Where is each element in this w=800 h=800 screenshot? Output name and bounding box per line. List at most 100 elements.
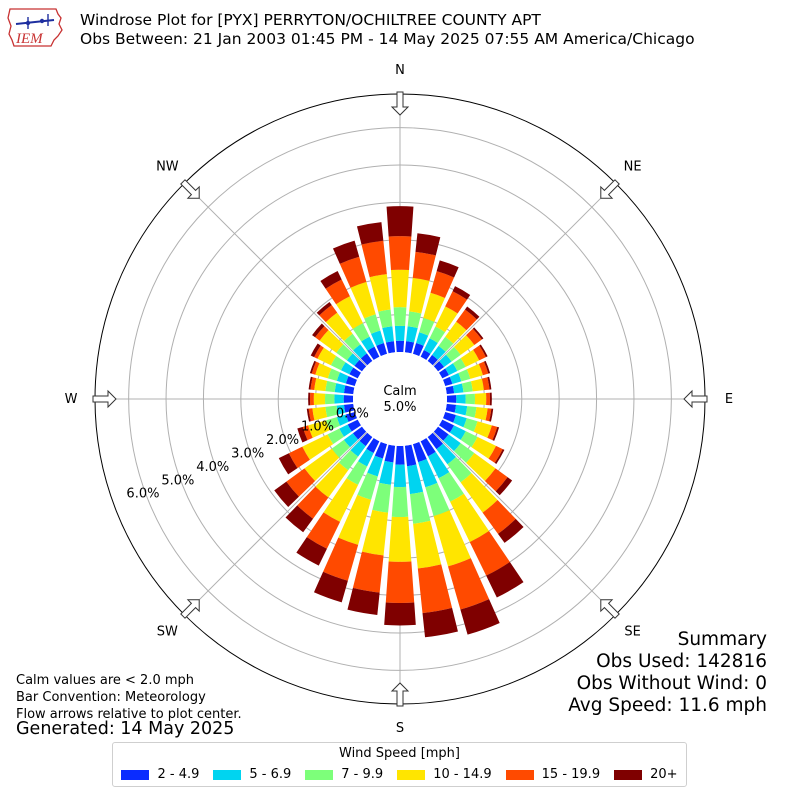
bar-segment: [445, 363, 458, 376]
direction-bar-stack: [278, 419, 362, 475]
bar-segment: [350, 281, 376, 319]
bar-segment: [433, 361, 445, 372]
bar-segment: [286, 468, 316, 497]
bar-segment: [388, 236, 412, 271]
direction-bar-stack: [320, 271, 380, 361]
bar-segment: [474, 392, 487, 406]
bar-segment: [453, 415, 467, 428]
bar-segment: [336, 404, 346, 415]
bar-segment: [495, 477, 513, 496]
bar-segment: [435, 306, 458, 333]
bar-segment: [483, 360, 491, 374]
iem-logo: IEM: [7, 8, 63, 47]
bar-segment: [338, 494, 372, 545]
bar-segment: [336, 344, 353, 361]
direction-bar-stack: [404, 233, 441, 354]
bar-segment: [482, 500, 516, 534]
bar-segment: [438, 419, 455, 433]
bar-segment: [454, 404, 468, 416]
bar-segment: [460, 599, 500, 635]
bar-segment: [345, 376, 358, 387]
bar-segment: [325, 279, 350, 305]
bar-segment: [323, 537, 359, 581]
bar-segment: [336, 372, 349, 384]
bar-segment: [367, 346, 380, 361]
flow-arrow-icon: [180, 179, 200, 199]
legend-item: 5 - 6.9: [213, 767, 291, 782]
bar-segment: [393, 464, 407, 488]
bar-segment: [460, 431, 478, 448]
bar-segment: [382, 326, 394, 343]
bar-segment: [442, 411, 456, 423]
bar-segment: [319, 305, 338, 323]
grid-spoke: [183, 431, 368, 616]
bar-segment: [347, 587, 380, 615]
bar-segment: [442, 376, 453, 387]
calm-circle: [353, 352, 447, 446]
legend-item: 20+: [614, 767, 678, 782]
bar-segment: [323, 478, 359, 522]
bar-segment: [285, 505, 314, 533]
calm-note: Calm values are < 2.0 mph: [16, 673, 195, 688]
radial-tick-label: 6.0%: [126, 487, 159, 502]
bar-segment: [413, 520, 442, 569]
bar-segment: [473, 421, 492, 438]
bar-segment: [489, 408, 494, 422]
bar-segment: [384, 602, 416, 626]
bar-segment: [297, 426, 308, 443]
bar-segment: [436, 443, 457, 465]
bar-segment: [339, 256, 367, 288]
bar-segment: [423, 292, 445, 322]
bar-segment: [430, 271, 455, 298]
legend-item: 15 - 19.9: [505, 767, 601, 782]
bar-segment: [447, 558, 490, 610]
bar-segment: [320, 271, 342, 289]
bar-segment: [395, 340, 405, 353]
bar-segment: [429, 326, 446, 343]
direction-bar-stack: [442, 411, 500, 441]
bar-segment: [484, 468, 508, 492]
direction-bar-stack: [420, 286, 471, 361]
bar-segment: [388, 516, 412, 562]
bar-segment: [312, 323, 325, 338]
bar-segment: [331, 439, 351, 458]
bar-segment: [419, 317, 435, 336]
grid-spoke: [432, 431, 617, 616]
legend-label: 10 - 14.9: [433, 767, 492, 782]
direction-bar-stack: [285, 432, 373, 533]
flow-arrow-icon: [600, 599, 620, 619]
bar-segment: [466, 452, 496, 481]
radial-tick-label: 5.0%: [161, 473, 194, 488]
bar-segment: [343, 395, 354, 403]
bar-segment: [313, 571, 348, 603]
radial-tick-label: 1.0%: [301, 420, 334, 435]
svg-text:IEM: IEM: [15, 31, 44, 47]
bar-segment: [446, 395, 457, 403]
summary-title: Summary: [677, 629, 767, 650]
bar-segment: [325, 312, 353, 341]
direction-label: N: [395, 63, 405, 78]
legend-title: Wind Speed [mph]: [339, 746, 460, 761]
bar-segment: [369, 274, 391, 312]
direction-bar-stack: [310, 343, 362, 379]
bar-segment: [453, 335, 475, 355]
bar-segment: [386, 206, 414, 237]
bar-segment: [352, 323, 370, 342]
bar-segment: [336, 414, 349, 426]
bar-segment: [327, 368, 340, 381]
bar-segment: [309, 360, 317, 374]
legend-label: 15 - 19.9: [541, 767, 601, 782]
legend-swatch: [213, 769, 242, 780]
bar-segment: [412, 441, 427, 463]
bar-segment: [334, 394, 344, 404]
bar-segment: [358, 448, 374, 467]
generated-date: Generated: 14 May 2025: [16, 719, 235, 739]
bar-segment: [486, 392, 490, 406]
summary-avg-speed: Avg Speed: 11.6 mph: [568, 695, 767, 716]
bar-segment: [343, 403, 355, 413]
bar-segment: [385, 561, 415, 604]
bar-segment: [438, 336, 454, 352]
direction-bar-stack: [316, 301, 373, 366]
bar-segment: [404, 444, 417, 467]
